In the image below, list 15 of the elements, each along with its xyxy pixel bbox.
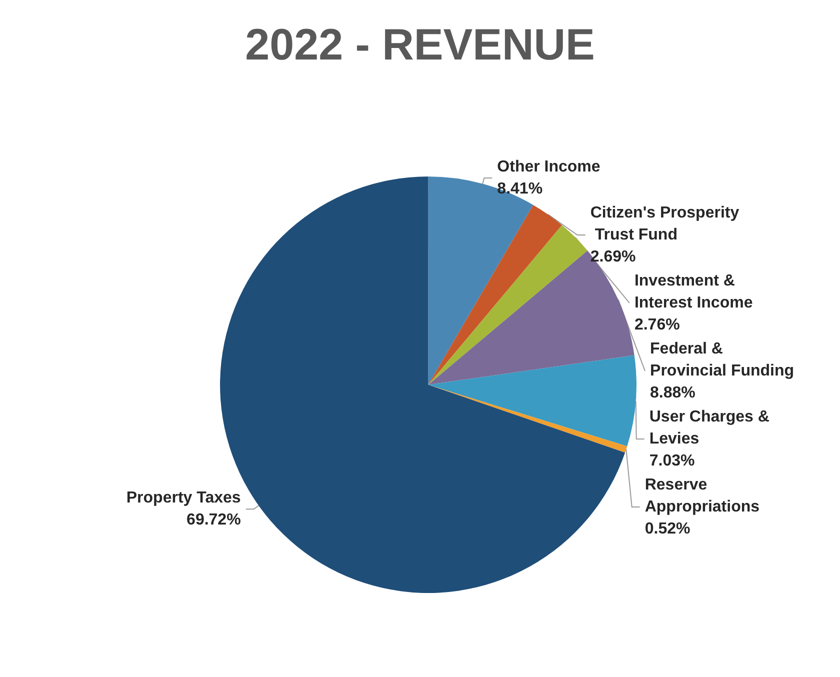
data-label: 8.41% <box>497 180 543 198</box>
data-label: 8.88% <box>650 384 696 402</box>
slice-label: Investment & Interest Income <box>634 272 753 312</box>
data-label: 7.03% <box>649 452 695 470</box>
slice-label: Other Income <box>497 158 600 176</box>
data-label: 0.52% <box>644 520 690 538</box>
data-label: 69.72% <box>186 512 241 529</box>
slice-label: Property Taxes <box>126 490 241 507</box>
slice-label: Federal & Provincial Funding <box>650 340 794 380</box>
chart-title: 2022 - REVENUE <box>245 20 595 70</box>
data-label: 2.69% <box>590 248 636 266</box>
data-label: 2.76% <box>634 316 680 334</box>
slice-label: Citizen's Prosperity Trust Fund <box>590 204 740 244</box>
slice-label: User Charges & Levies <box>649 408 774 448</box>
slice-label: Reserve Appropriations <box>644 476 760 516</box>
